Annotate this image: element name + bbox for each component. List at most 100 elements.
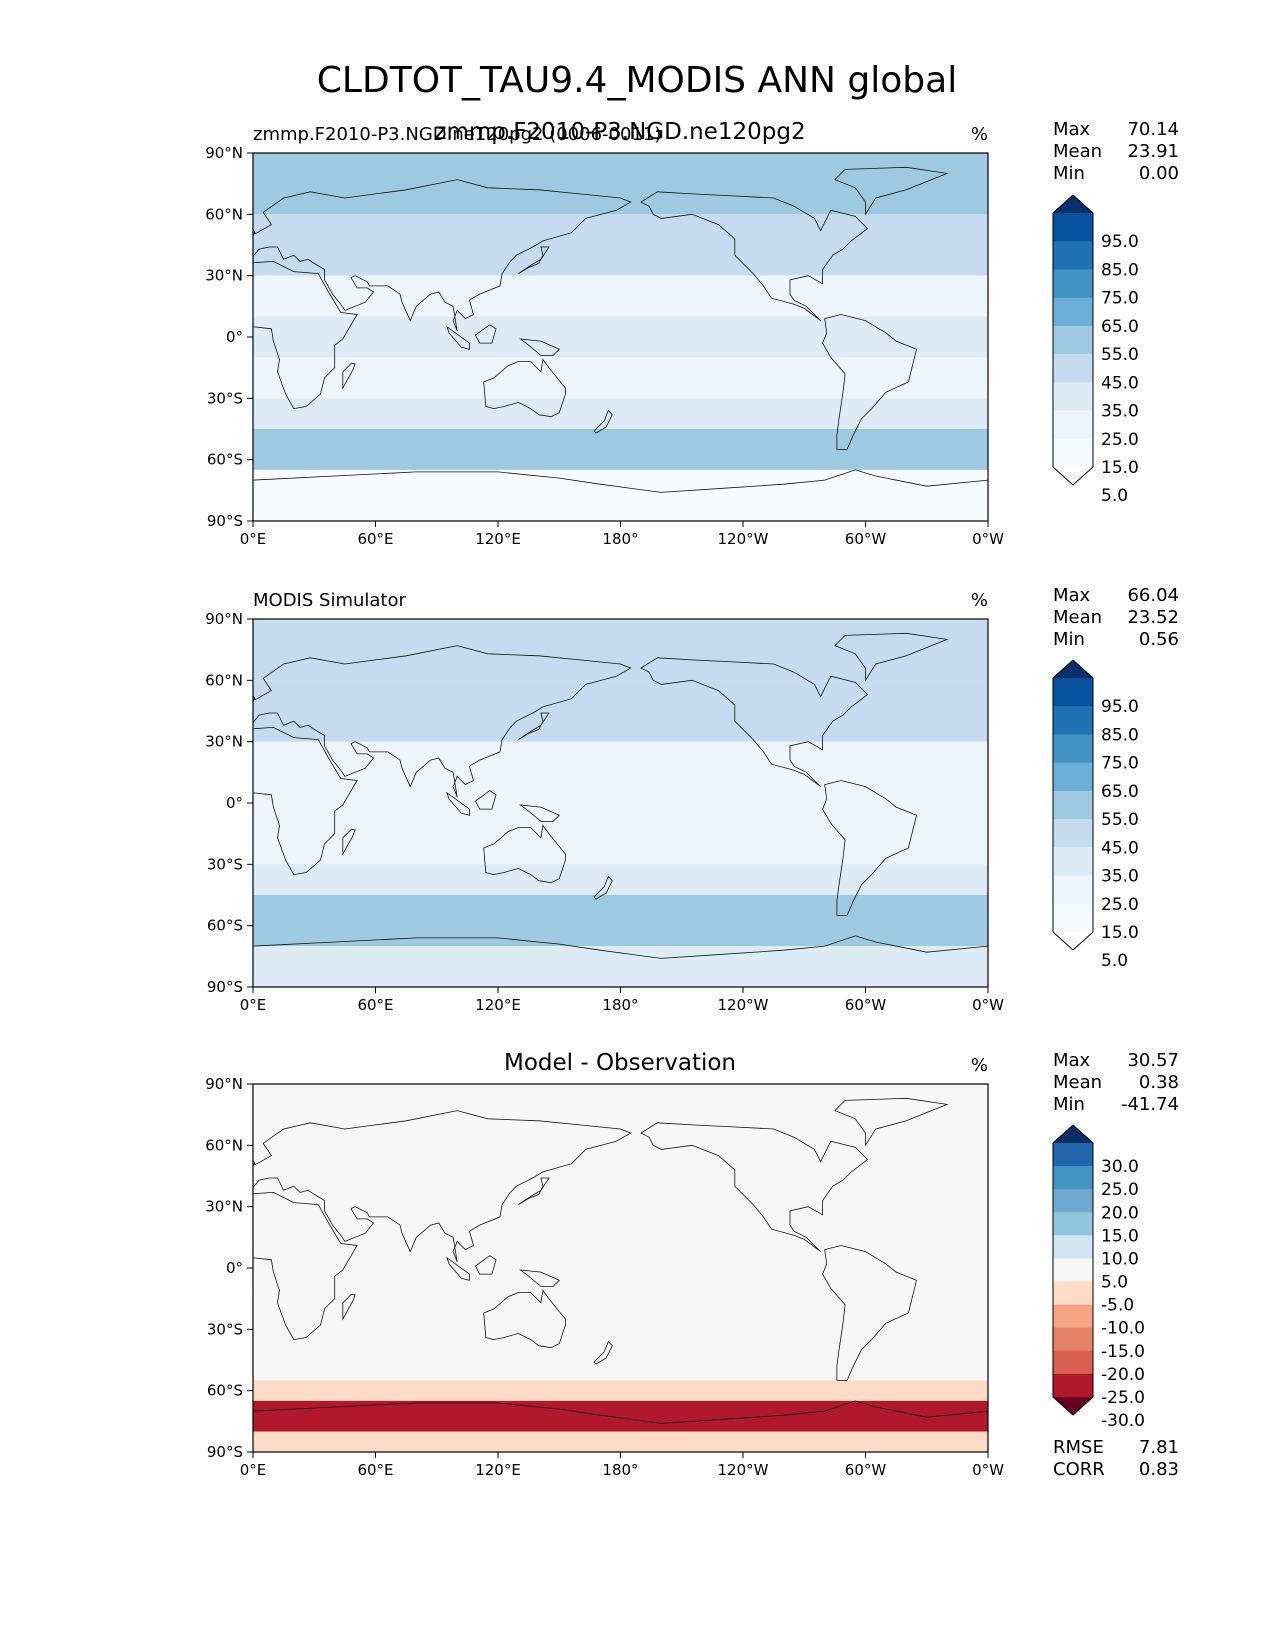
coastline [253,1191,358,1341]
panel-difference: Model - Observation % 0°E 60°E 120°E 180° 12… [205,1050,1179,1480]
metric-label: CORR [1053,1459,1105,1480]
coastline [519,1269,560,1287]
stat-value: 30.57 [1127,1050,1179,1071]
coastline [593,1340,613,1365]
stat-label: Max [1053,1050,1091,1071]
stat-value: 70.14 [1127,119,1179,140]
colorbar-segment [1053,1143,1093,1167]
colorbar-tick-label: 20.0 [1101,1203,1139,1223]
colorbar-tick-label: 35.0 [1101,867,1139,887]
field-band [253,864,988,895]
y-tick-label: 60°N [205,1136,243,1154]
colorbar-segment [1053,1373,1093,1398]
colorbar-tick-label: 95.0 [1101,232,1139,252]
colorbar-tick-label: 5.0 [1101,1273,1128,1293]
colorbar-tick-label: 10.0 [1101,1249,1139,1269]
colorbar-segment [1053,1350,1093,1375]
x-tick-label: 120°W [718,996,769,1014]
colorbar-segment [1053,269,1093,299]
panel-units: % [971,124,988,145]
colorbar-tick-label: 95.0 [1101,697,1139,717]
colorbar-tick-label: -25.0 [1101,1388,1145,1408]
y-tick-label: 90°N [205,610,243,628]
coastline [822,314,917,450]
stat-label: Mean [1053,141,1102,162]
colorbar-segment [1053,241,1093,270]
colorbar-outline [1052,1124,1094,1416]
colorbar-segment [1053,297,1093,327]
colorbar-segment [1053,790,1093,820]
colorbar-tick-label: 85.0 [1101,725,1139,745]
y-tick-label: 30°N [205,1198,243,1216]
x-tick-label: 180° [602,530,638,548]
panel-left-title: zmmp.F2010-P3.NGD.ne120pg2 (0006-0011) [253,124,661,145]
field-band [253,429,988,470]
coastline [446,325,470,350]
colorbar-tick-label: 5.0 [1101,951,1128,971]
field-band [253,153,988,215]
x-tick-label: 60°E [357,996,393,1014]
colorbar-tick-label: 25.0 [1101,1180,1139,1200]
colorbar-segment [1053,847,1093,877]
y-tick-label: 90°S [207,978,243,996]
y-tick-label: 60°N [205,205,243,223]
field-band [253,469,988,521]
y-tick-label: 60°S [207,451,243,469]
stat-label: Min [1053,163,1085,184]
y-tick-label: 30°S [207,855,243,873]
coastline [593,409,613,434]
colorbar-segment [1053,875,1093,905]
stat-value: 23.52 [1127,607,1179,628]
x-tick-label: 120°E [475,530,521,548]
x-tick-label: 0°W [972,1461,1004,1479]
colorbar-segment [1053,1189,1093,1213]
y-tick-label: 60°N [205,671,243,689]
colorbar-tick-label: 85.0 [1101,260,1139,280]
colorbar-extend-bottom [1053,467,1093,485]
panel-units: % [971,590,988,611]
colorbar-segment [1053,325,1093,355]
field-band [253,1084,988,1146]
colorbar-segment [1053,734,1093,764]
colorbar-segment [1053,382,1093,412]
coastline [822,780,917,916]
coastline [342,829,356,856]
colorbar-segment [1053,903,1093,933]
stat-label: Mean [1053,1072,1102,1093]
coastline [483,1289,566,1349]
y-tick-label: 90°S [207,1443,243,1461]
map-area [253,1084,988,1452]
colorbar-segment [1053,213,1093,242]
stat-label: Mean [1053,607,1102,628]
colorbar-extend-top [1053,1125,1093,1143]
y-tick-label: 60°S [207,917,243,935]
colorbar-segment [1053,1166,1093,1190]
colorbar-tick-label: 45.0 [1101,373,1139,393]
coastline [518,1177,550,1205]
coastline [253,935,988,987]
coastline [253,260,358,410]
coastline [253,179,632,332]
colorbar-tick-label: 55.0 [1101,345,1139,365]
field-band [253,357,988,399]
coastline [253,1110,632,1263]
panel-test: zmmp.F2010-P3.NGD.ne120pg2 (0006-0011) z… [205,119,1179,548]
stat-label: Max [1053,119,1091,140]
y-tick-label: 30°N [205,267,243,285]
field-band [253,619,988,681]
coastline [253,726,358,876]
x-tick-label: 180° [602,1461,638,1479]
colorbar-tick-label: 15.0 [1101,923,1139,943]
field-band [253,823,988,865]
coastline [253,1400,988,1452]
colorbar-tick-label: -5.0 [1101,1296,1134,1316]
y-tick-label: 30°S [207,1320,243,1338]
y-tick-label: 90°N [205,144,243,162]
coastline [593,875,613,900]
stat-label: Min [1053,1094,1085,1115]
coastline [640,657,869,787]
field-band [253,946,988,987]
colorbar-outline [1052,659,1094,951]
panel-reference: MODIS Simulator % 0°E 60°E 120°E 180° 120°W 6… [205,585,1179,1014]
